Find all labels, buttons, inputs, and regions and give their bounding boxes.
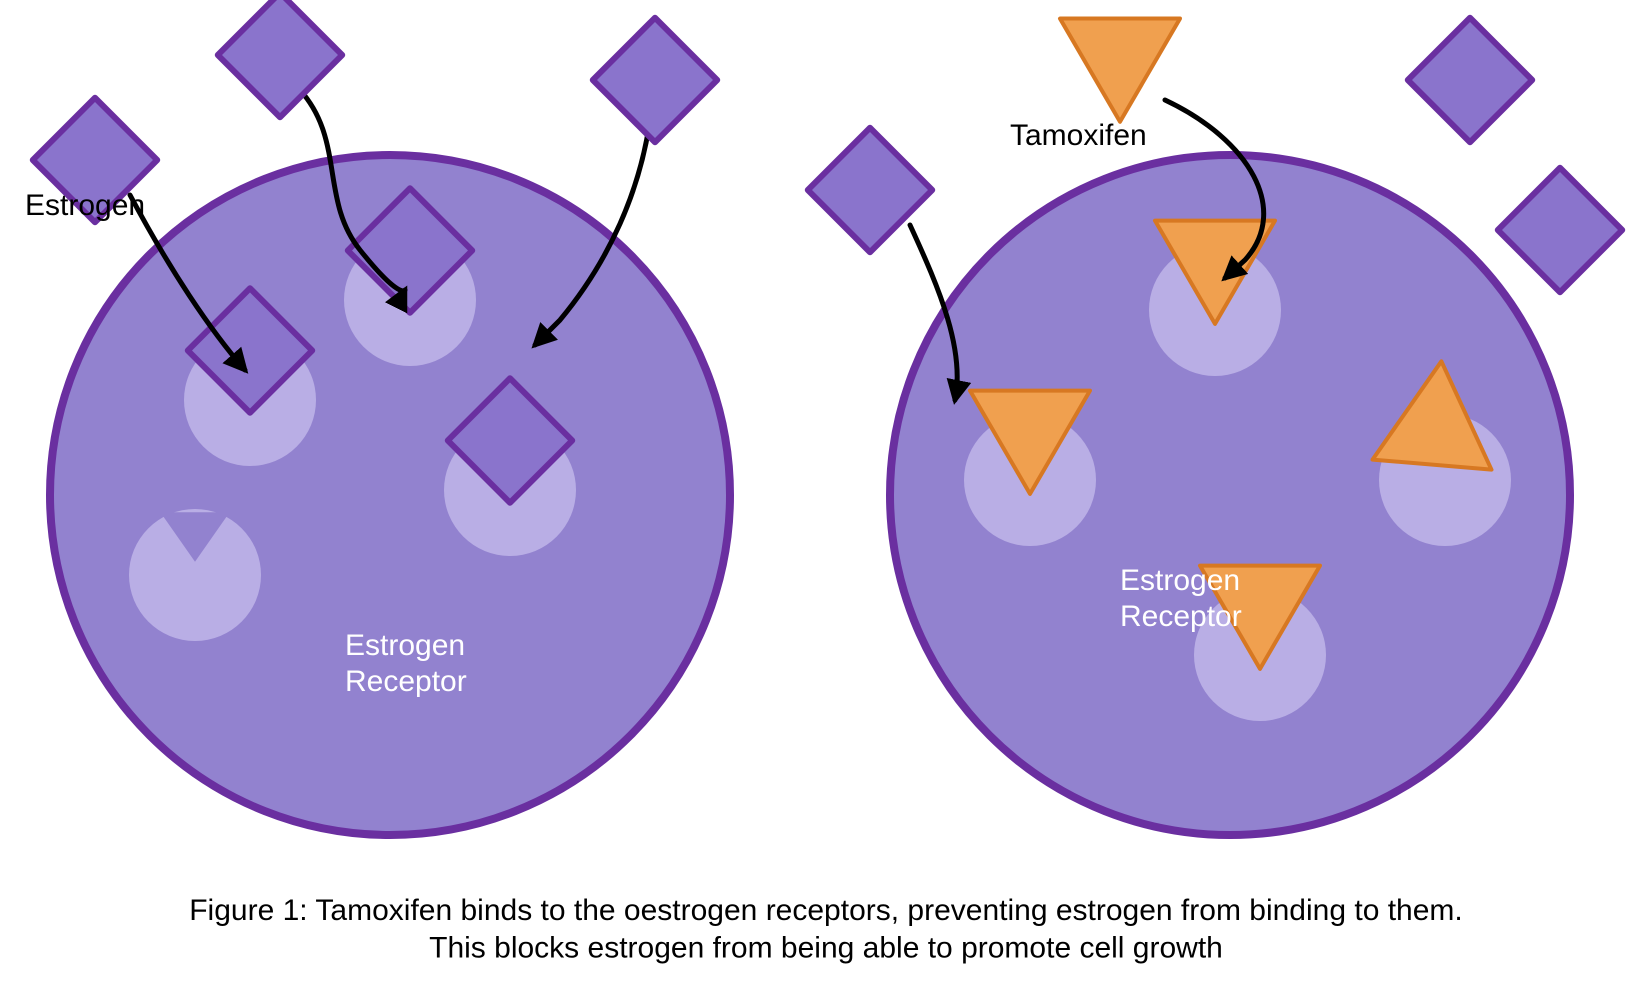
receptor-label-line2: Receptor [1120, 600, 1242, 633]
receptor-label-line1: Estrogen [345, 629, 465, 662]
diagram-stage: EstrogenEstrogenReceptorTamoxifenEstroge… [0, 0, 1652, 994]
estrogen-molecule [218, 0, 342, 117]
estrogen-label: Estrogen [25, 189, 145, 222]
figure-caption-line2: This blocks estrogen from being able to … [429, 932, 1223, 965]
diagram-svg: EstrogenEstrogenReceptorTamoxifenEstroge… [0, 0, 1652, 994]
estrogen-molecule [593, 18, 717, 142]
tamoxifen-molecule [1060, 19, 1180, 122]
figure-caption-line1: Figure 1: Tamoxifen binds to the oestrog… [189, 894, 1463, 927]
receptor-label-line1: Estrogen [1120, 564, 1240, 597]
tamoxifen-label: Tamoxifen [1010, 119, 1147, 152]
receptor-label-line2: Receptor [345, 665, 467, 698]
estrogen-molecule [1498, 168, 1622, 292]
estrogen-molecule [1408, 18, 1532, 142]
